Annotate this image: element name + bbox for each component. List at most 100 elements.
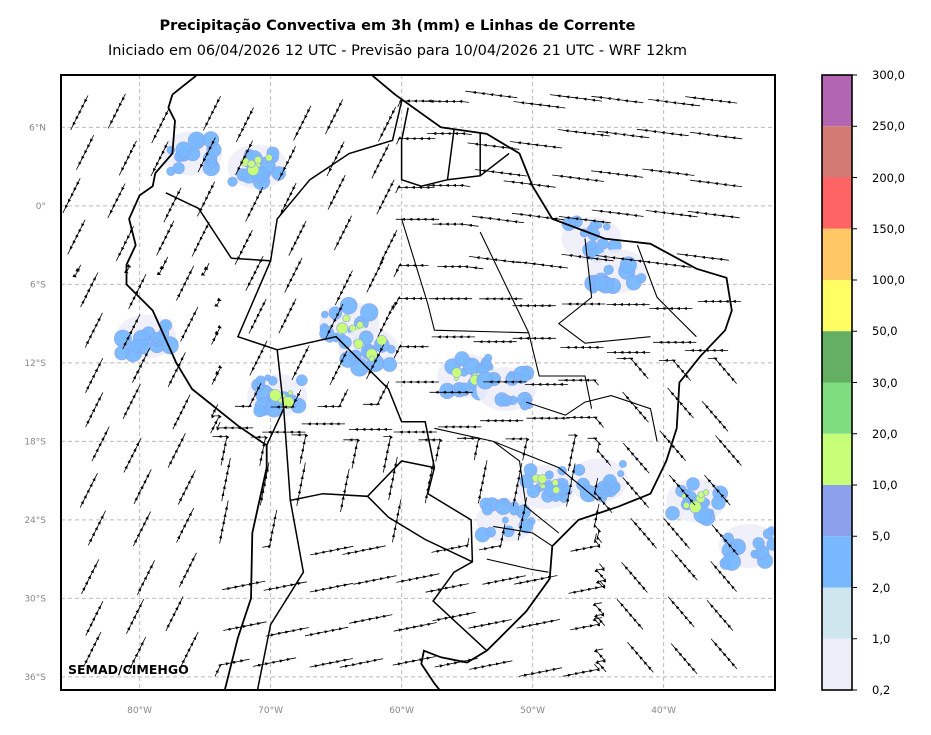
streamline — [505, 437, 530, 461]
colorbar-segment — [822, 177, 852, 229]
country-border — [400, 107, 409, 141]
state-border — [479, 231, 593, 409]
streamline — [70, 95, 89, 131]
streamline — [118, 140, 137, 176]
streamline — [377, 301, 396, 337]
streamline — [518, 667, 563, 677]
colorbar-segment — [822, 75, 852, 127]
streamline — [127, 637, 146, 672]
colorbar-segment — [822, 228, 852, 280]
streamline — [137, 560, 155, 596]
streamline — [245, 186, 264, 222]
streamline — [219, 500, 229, 544]
streamline — [310, 545, 354, 556]
streamline — [562, 663, 600, 677]
streamline — [511, 212, 564, 221]
streamline — [715, 435, 742, 467]
streamline — [83, 631, 102, 667]
streamline — [263, 581, 307, 591]
streamline — [503, 180, 556, 189]
streamline — [150, 141, 169, 177]
streamline — [431, 537, 470, 553]
streamline — [340, 468, 350, 513]
streamline — [597, 130, 650, 139]
lat-tick-label: 0° — [36, 202, 46, 212]
streamline — [126, 599, 145, 634]
streamline — [482, 575, 526, 585]
streamline — [710, 561, 737, 592]
streamline — [667, 596, 695, 628]
streamline — [371, 143, 390, 179]
streamline — [115, 226, 134, 261]
lat-tick-label: 24°S — [24, 516, 46, 526]
streamline — [326, 141, 345, 177]
streamline — [671, 549, 698, 581]
state-border — [486, 558, 549, 573]
streamline — [663, 518, 690, 549]
streamline — [710, 638, 738, 670]
streamline — [177, 469, 196, 505]
streamline — [309, 582, 354, 593]
streamline — [317, 389, 349, 408]
streamline — [630, 517, 657, 549]
streamline — [437, 265, 484, 270]
streamlines-layer — [62, 90, 743, 677]
streamline — [397, 98, 437, 107]
streamline — [432, 222, 479, 228]
streamline — [424, 99, 470, 104]
map-subtitle: Iniciado em 06/04/2026 12 UTC - Previsão… — [107, 43, 688, 59]
streamline — [278, 182, 297, 218]
streamline — [180, 631, 199, 667]
streamline — [85, 392, 104, 428]
streamline — [165, 596, 184, 632]
streamline — [259, 462, 270, 506]
precip-area — [162, 131, 223, 177]
streamline — [587, 437, 612, 466]
streamline — [704, 474, 731, 506]
country-border — [256, 500, 305, 690]
streamline — [701, 400, 729, 432]
streamline — [67, 219, 86, 255]
streamline — [690, 131, 743, 140]
streamline — [568, 580, 606, 594]
streamline — [222, 580, 266, 591]
streamline — [342, 545, 386, 555]
colorbar-label: 50,0 — [872, 324, 898, 339]
streamline — [645, 210, 698, 218]
colorbar-segment — [822, 638, 852, 690]
streamline — [211, 325, 223, 345]
streamline — [265, 627, 309, 637]
streamline — [132, 511, 151, 547]
streamline — [128, 274, 147, 309]
streamline — [133, 469, 152, 505]
streamline — [659, 430, 687, 462]
streamline — [391, 499, 402, 543]
state-border — [493, 525, 553, 547]
streamline — [235, 383, 262, 408]
streamline — [211, 366, 224, 385]
streamline — [197, 137, 216, 173]
streamline — [81, 559, 100, 595]
streamline — [425, 583, 469, 593]
precip-area — [476, 365, 537, 412]
streamline — [270, 389, 302, 409]
streamline — [378, 106, 397, 142]
state-border — [636, 244, 697, 338]
streamline — [474, 169, 527, 177]
streamline — [329, 350, 348, 386]
streamline — [327, 174, 346, 210]
streamline — [396, 573, 440, 583]
coastline — [125, 75, 733, 690]
streamline — [210, 404, 222, 434]
streamline — [594, 563, 607, 587]
map-frame — [60, 74, 776, 691]
country-border — [446, 129, 455, 180]
streamline — [418, 438, 443, 462]
streamline — [79, 473, 98, 508]
streamline — [465, 90, 518, 99]
state-border — [401, 218, 529, 334]
streamline — [278, 298, 297, 334]
streamline — [468, 619, 512, 629]
precip-area — [474, 497, 537, 543]
streamline — [593, 478, 613, 513]
